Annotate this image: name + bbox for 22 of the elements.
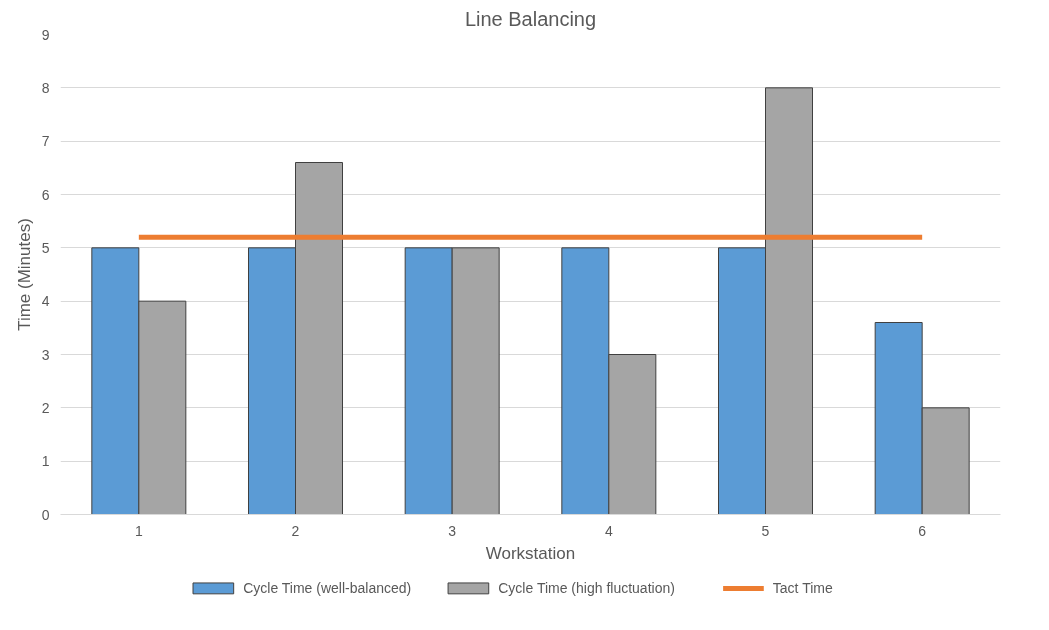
legend-label: Tact Time	[772, 580, 833, 597]
x-tick-label: 3	[448, 522, 457, 539]
y-axis-title: Time (Minutes)	[14, 218, 34, 331]
x-axis-title: Workstation	[485, 543, 576, 563]
y-tick-label: 0	[41, 506, 50, 523]
y-tick-label: 1	[41, 453, 50, 470]
chart-title: Line Balancing	[464, 7, 597, 30]
legend-label: Cycle Time (well-balanced)	[243, 580, 412, 597]
y-tick-label: 6	[41, 186, 50, 203]
y-tick-label: 3	[41, 346, 50, 363]
x-tick-label: 1	[134, 522, 143, 539]
y-tick-label: 8	[41, 79, 50, 96]
x-tick-label: 4	[604, 522, 613, 539]
x-tick-label: 6	[918, 522, 927, 539]
legend-label: Cycle Time (high fluctuation)	[498, 580, 675, 597]
y-tick-label: 5	[41, 239, 50, 256]
x-tick-label: 2	[291, 522, 300, 539]
y-tick-label: 4	[41, 293, 50, 310]
y-tick-label: 2	[41, 399, 50, 416]
y-tick-label: 7	[41, 133, 50, 150]
x-tick-label: 5	[761, 522, 770, 539]
y-tick-label: 9	[41, 26, 50, 43]
